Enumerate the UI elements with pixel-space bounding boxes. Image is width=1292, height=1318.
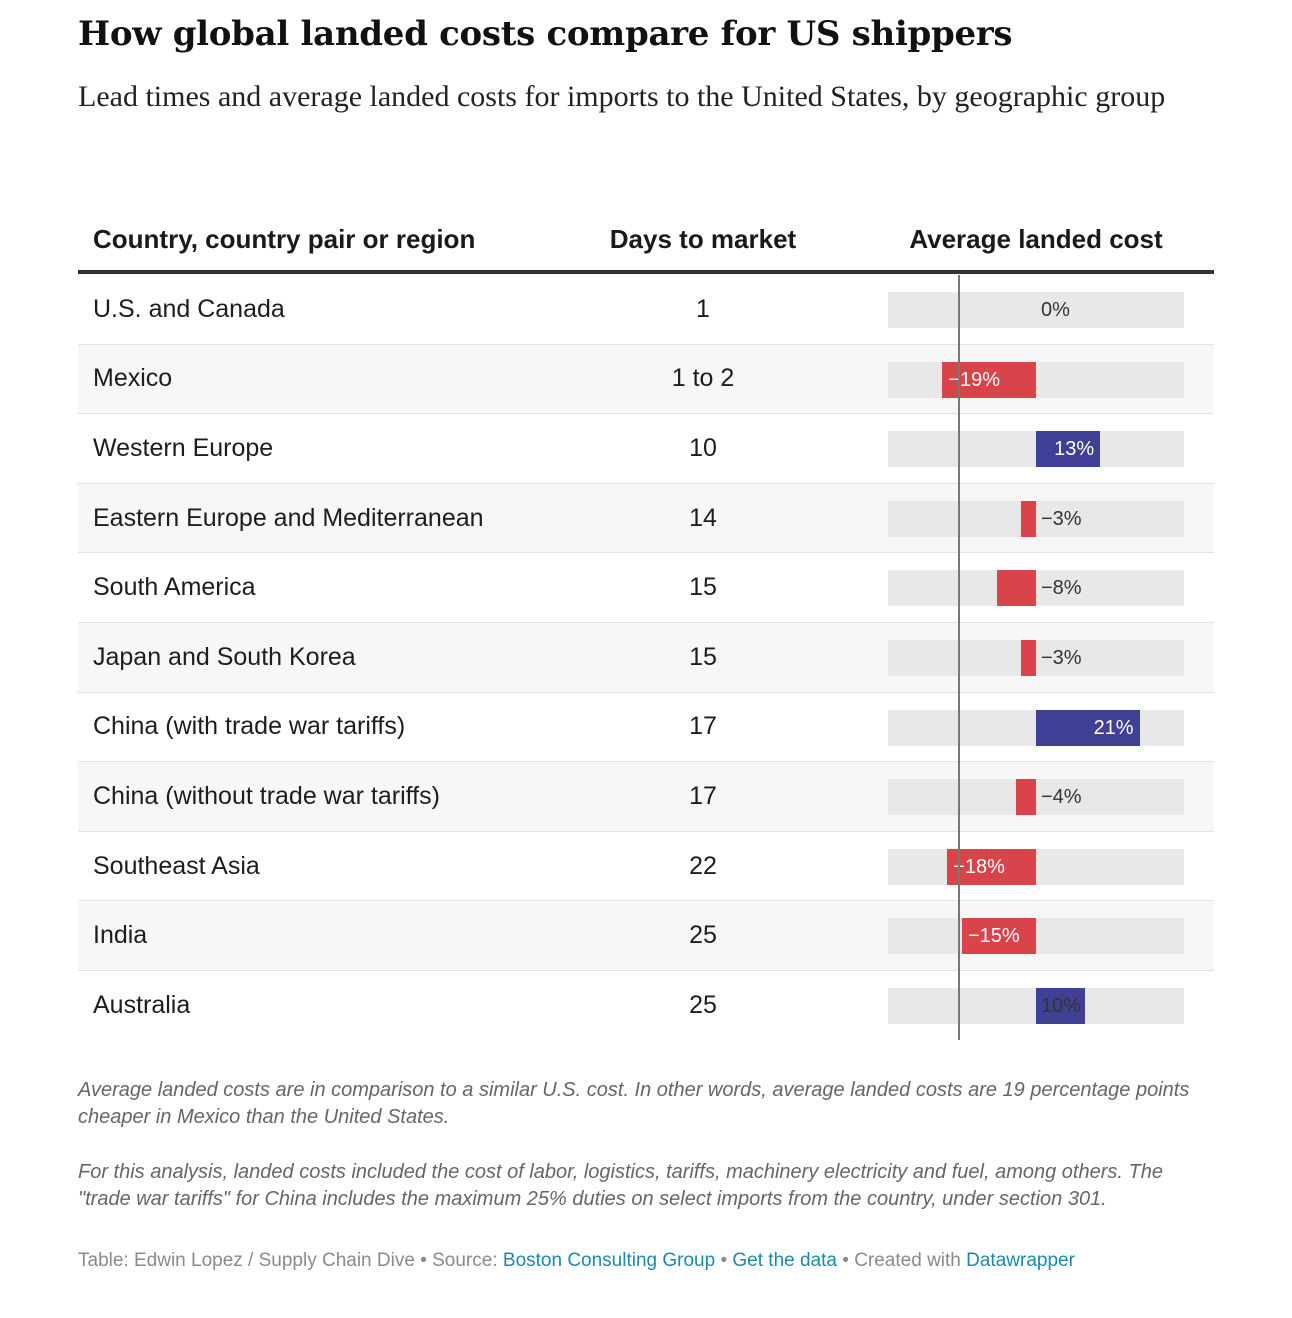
region-cell: China (without trade war tariffs) [93, 781, 440, 810]
chart-title: How global landed costs compare for US s… [78, 14, 1013, 54]
cost-bar-track: −3% [888, 639, 1184, 676]
table-row: Southeast Asia 22 −18% [78, 832, 1214, 902]
days-cell: 1 to 2 [671, 364, 735, 393]
table-header: Country, country pair or region Days to … [78, 218, 1214, 274]
cost-bar-track: −4% [888, 779, 1184, 816]
cost-bar [947, 848, 1036, 885]
datawrapper-link[interactable]: Datawrapper [966, 1250, 1075, 1271]
days-cell: 15 [689, 573, 717, 602]
region-cell: South America [93, 573, 256, 602]
credits-separator: • [715, 1250, 733, 1271]
days-cell: 17 [689, 781, 717, 810]
table-row: Japan and South Korea 15 −3% [78, 622, 1214, 693]
chart-subtitle: Lead times and average landed costs for … [78, 80, 1166, 113]
credits-footer: Table: Edwin Lopez / Supply Chain Dive •… [78, 1250, 1075, 1272]
cost-label: −15% [968, 925, 1020, 948]
table-row: Western Europe 10 13% [78, 414, 1214, 484]
region-cell: U.S. and Canada [93, 294, 285, 323]
source-link[interactable]: Boston Consulting Group [502, 1250, 716, 1271]
cost-bar [1036, 709, 1140, 746]
cost-label: −4% [1041, 786, 1082, 809]
region-cell: Southeast Asia [93, 851, 260, 880]
cost-label: −19% [948, 368, 1000, 391]
cost-label: −18% [953, 855, 1005, 878]
cost-bar-track: −18% [888, 848, 1184, 885]
days-cell: 22 [689, 851, 717, 880]
cost-bar-track: −8% [888, 570, 1184, 607]
footnote-methodology: For this analysis, landed costs included… [78, 1161, 1163, 1210]
table-body: U.S. and Canada 1 0% Mexico 1 to 2 −19% Wester… [78, 275, 1214, 1041]
cost-bar-track: −15% [888, 918, 1184, 955]
cost-bar-track: −3% [888, 500, 1184, 537]
table-row: China (without trade war tariffs) 17 −4% [78, 762, 1214, 832]
days-cell: 14 [689, 503, 717, 532]
region-cell: Eastern Europe and Mediterranean [93, 503, 484, 532]
cost-bar-track: 21% [888, 709, 1184, 746]
footnote-comparison: Average landed costs are in comparison t… [78, 1079, 1190, 1128]
cost-bar [1036, 431, 1101, 468]
cost-bar [1036, 987, 1086, 1024]
days-cell: 25 [689, 991, 717, 1020]
table-row: U.S. and Canada 1 0% [78, 275, 1214, 345]
cost-bar-track: −19% [888, 361, 1184, 398]
table-row: South America 15 −8% [78, 553, 1214, 623]
cost-label: −3% [1041, 646, 1082, 669]
cost-label: −8% [1041, 577, 1082, 600]
cost-bar [1016, 779, 1036, 816]
region-cell: India [93, 921, 148, 950]
get-data-link[interactable]: Get the data [732, 1250, 837, 1271]
table-row: India 25 −15% [78, 901, 1214, 971]
credits-created-with: • Created with [836, 1250, 967, 1271]
table-row: Eastern Europe and Mediterranean 14 −3% [78, 483, 1214, 554]
cost-label: 21% [1093, 716, 1134, 739]
cost-bar-track: 13% [888, 431, 1184, 468]
cost-bar [942, 361, 1036, 398]
column-header-cost: Average landed cost [909, 224, 1163, 254]
region-cell: Western Europe [93, 433, 274, 462]
column-header-region: Country, country pair or region [93, 224, 476, 254]
cost-bar-track: 0% [888, 292, 1184, 328]
cost-bar [996, 570, 1036, 607]
credits-prefix: Table: Edwin Lopez / Supply Chain Dive •… [78, 1250, 503, 1271]
table-row: Australia 25 10% [78, 971, 1214, 1041]
cost-label: 13% [1054, 438, 1095, 461]
days-cell: 25 [689, 921, 717, 950]
table-row: China (with trade war tariffs) 17 21% [78, 693, 1214, 763]
days-cell: 10 [689, 433, 717, 462]
column-header-days: Days to market [609, 224, 797, 254]
table-row: Mexico 1 to 2 −19% [78, 344, 1214, 415]
days-cell: 15 [689, 642, 717, 671]
cost-label: 10% [1041, 994, 1082, 1017]
zero-baseline [958, 275, 960, 1040]
region-cell: Mexico [93, 364, 173, 393]
cost-bar [1021, 639, 1036, 676]
cost-bar [1021, 500, 1036, 537]
days-cell: 1 [696, 294, 710, 323]
cost-label: −3% [1041, 507, 1082, 530]
region-cell: China (with trade war tariffs) [93, 712, 406, 741]
days-cell: 17 [689, 712, 717, 741]
cost-bar-track: 10% [888, 987, 1184, 1024]
region-cell: Japan and South Korea [93, 642, 356, 671]
cost-label: 0% [1041, 299, 1070, 321]
region-cell: Australia [93, 991, 191, 1020]
cost-bar [962, 918, 1036, 955]
